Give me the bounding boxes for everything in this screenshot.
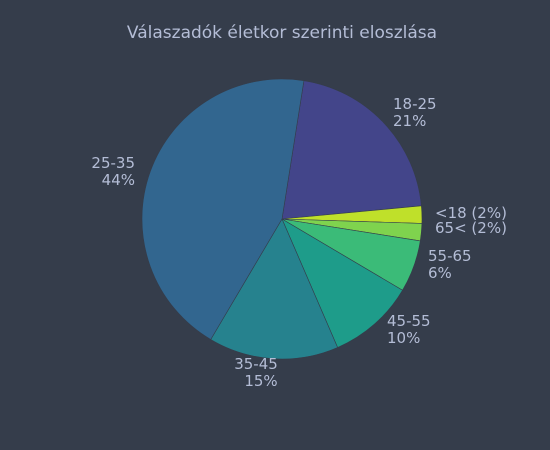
pie-slices — [141, 78, 423, 360]
slice-label-5: 35-45 — [234, 355, 278, 373]
slice-label-2: 65< (2%) — [435, 219, 507, 237]
slice-percent-6: 44% — [102, 171, 135, 189]
pie-slice-6 — [141, 78, 305, 340]
slice-percent-0: 21% — [393, 112, 426, 130]
pie-slice-0 — [281, 80, 422, 220]
slice-label-0: 18-25 — [393, 95, 437, 113]
slice-percent-3: 6% — [428, 264, 452, 282]
slice-label-1: <18 (2%) — [435, 204, 507, 222]
slice-label-6: 25-35 — [91, 154, 135, 172]
slice-percent-5: 15% — [244, 372, 277, 390]
pie-slice-5 — [210, 218, 338, 360]
slice-label-4: 45-55 — [387, 312, 431, 330]
pie-slice-4 — [281, 218, 403, 348]
slice-percent-4: 10% — [387, 329, 420, 347]
chart-title: Válaszadók életkor szerinti eloszlása — [127, 23, 437, 43]
slice-label-3: 55-65 — [428, 247, 472, 265]
